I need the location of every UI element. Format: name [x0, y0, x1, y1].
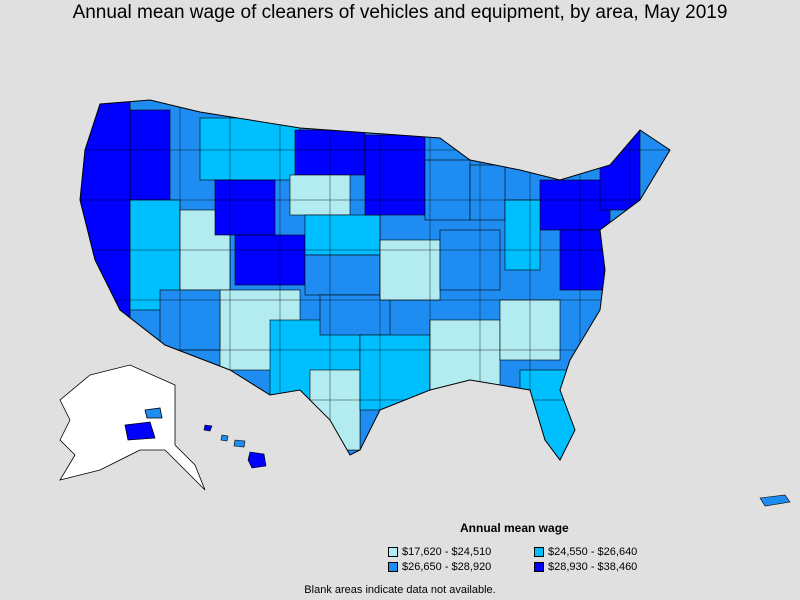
legend-label-3: $26,650 - $28,920 [402, 561, 492, 573]
map-title: Annual mean wage of cleaners of vehicles… [72, 2, 728, 23]
region-missouri [379, 239, 441, 301]
alaska-fairbanks-area [144, 407, 163, 419]
alaska [59, 364, 206, 491]
legend-item-1: $17,620 - $24,510 [388, 546, 491, 558]
region-louisiana-arkansas [359, 334, 431, 411]
legend-label-1: $17,620 - $24,510 [402, 546, 492, 558]
area-borders [80, 100, 670, 460]
region-south-dakota [289, 174, 351, 216]
region-arizona [159, 289, 221, 351]
legend-title: Annual mean wage [460, 521, 569, 535]
region-nebraska [304, 214, 381, 256]
legend-item-4: $28,930 - $38,460 [534, 561, 637, 573]
region-northeast [539, 179, 611, 231]
region-oklahoma [319, 294, 391, 336]
region-illinois-indiana [439, 229, 501, 291]
region-colorado [234, 234, 306, 286]
hawaii [203, 424, 267, 469]
region-mississippi-alabama [429, 319, 501, 391]
region-michigan [469, 164, 506, 221]
region-wisconsin [424, 159, 471, 221]
legend-swatch-2 [534, 547, 544, 557]
region-pacific-coast [80, 100, 131, 341]
region-kansas [304, 254, 381, 296]
legend-swatch-3 [388, 562, 398, 572]
us-outline [79, 99, 671, 461]
region-south-texas [309, 369, 361, 451]
region-new-england [599, 129, 641, 211]
legend-label-4: $28,930 - $38,460 [548, 561, 638, 573]
legend-swatch-4 [534, 562, 544, 572]
legend-label-2: $24,550 - $26,640 [548, 546, 638, 558]
region-pacific-northwest [129, 109, 171, 201]
region-wyoming [214, 179, 276, 236]
alaska-anchorage-area [124, 421, 156, 441]
legend-item-3: $26,650 - $28,920 [388, 561, 491, 573]
region-mid-atlantic [559, 229, 611, 291]
legend-swatch-1 [388, 547, 398, 557]
region-minnesota [364, 134, 426, 216]
region-florida [519, 369, 581, 460]
legend-item-2: $24,550 - $26,640 [534, 546, 637, 558]
region-ohio [504, 199, 541, 271]
region-montana [199, 117, 301, 181]
footnote: Blank areas indicate data not available. [304, 584, 496, 596]
puerto-rico [759, 494, 791, 507]
